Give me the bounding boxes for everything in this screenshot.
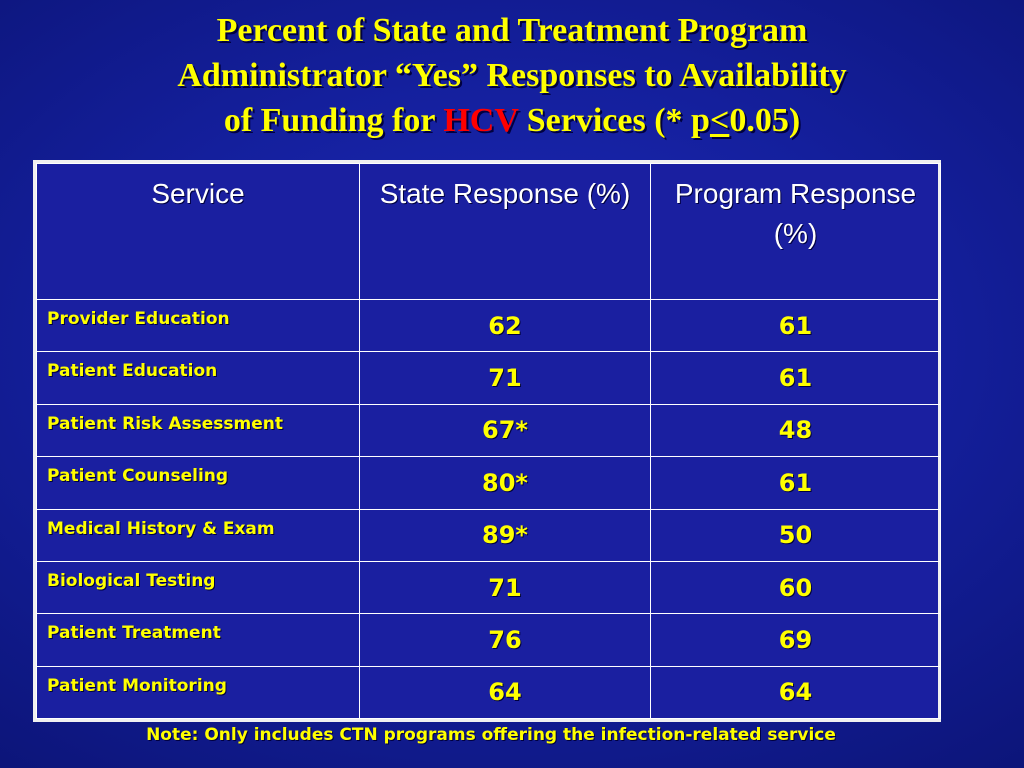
header-service: Service [36,163,360,300]
response-table: Service State Response (%) Program Respo… [36,163,941,720]
program-response-cell: 61 [650,298,941,353]
service-cell: Medical History & Exam [36,508,360,562]
state-response-cell: 76 [359,613,651,667]
service-cell: Patient Education [36,351,360,405]
state-response-cell: 71 [359,351,651,405]
table-row: Patient Education 71 61 [36,351,941,405]
program-response-cell: 69 [650,613,941,667]
table-header-row: Service State Response (%) Program Respo… [36,163,941,300]
program-response-cell: 60 [650,560,941,615]
title-line-2: Administrator “Yes” Responses to Availab… [177,57,847,94]
title-hcv-highlight: HCV [443,102,519,139]
table-row: Biological Testing 71 60 [36,560,941,615]
service-cell: Patient Monitoring [36,665,360,720]
title-line-3-suffix: 0.05) [729,102,801,139]
program-response-cell: 61 [650,456,941,510]
title-line-3: of Funding for HCV Services (* p<0.05) [0,98,1024,143]
service-cell: Provider Education [36,298,360,353]
program-response-cell: 61 [650,351,941,405]
table-row: Medical History & Exam 89* 50 [36,508,941,562]
program-response-cell: 48 [650,403,941,458]
table-row: Patient Treatment 76 69 [36,613,941,667]
response-table-container: Service State Response (%) Program Respo… [33,160,941,722]
footnote: Note: Only includes CTN programs offerin… [146,725,836,745]
state-response-cell: 71 [359,560,651,615]
state-response-cell: 67* [359,403,651,458]
state-response-cell: 62 [359,298,651,353]
table-row: Provider Education 62 61 [36,298,941,353]
service-cell: Patient Treatment [36,613,360,667]
table-row: Patient Risk Assessment 67* 48 [36,403,941,458]
table-row: Patient Monitoring 64 64 [36,665,941,720]
title-line-1: Percent of State and Treatment Program [216,12,808,49]
state-response-cell: 89* [359,508,651,562]
title-line-3-mid: Services (* p [518,102,710,139]
service-cell: Patient Risk Assessment [36,403,360,458]
state-response-cell: 80* [359,456,651,510]
program-response-cell: 64 [650,665,941,720]
table-row: Patient Counseling 80* 61 [36,456,941,510]
header-program-response: Program Response (%) [650,163,941,300]
service-cell: Patient Counseling [36,456,360,510]
title-line-3-prefix: of Funding for [223,102,444,139]
program-response-cell: 50 [650,508,941,562]
title-less-equal-sign: < [709,102,730,139]
service-cell: Biological Testing [36,560,360,615]
slide-title: Percent of State and Treatment Program A… [0,8,1024,143]
state-response-cell: 64 [359,665,651,720]
header-state-response: State Response (%) [359,163,651,300]
